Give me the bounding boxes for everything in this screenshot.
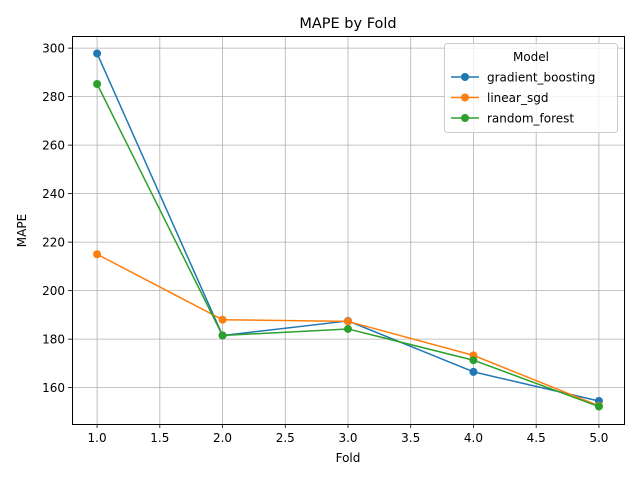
data-point: [594, 402, 603, 411]
plot-frame: [72, 36, 625, 425]
y-tick-label: 300: [42, 42, 65, 56]
legend-entry: linear_sgd: [451, 91, 548, 105]
y-tick-label: 260: [42, 139, 65, 153]
chart-title: MAPE by Fold: [299, 16, 396, 32]
series-layer: [93, 49, 603, 411]
x-tick-label: 3.5: [401, 431, 420, 445]
y-axis-label: MAPE: [15, 214, 29, 247]
x-tick-label: 2.5: [276, 431, 295, 445]
data-point: [218, 331, 227, 340]
legend: Model gradient_boosting linear_sgd random_…: [444, 43, 618, 133]
legend-title: Model: [513, 50, 549, 64]
x-tick-label: 3.0: [338, 431, 357, 445]
legend-swatch-marker: [461, 93, 469, 102]
legend-swatch-marker: [461, 114, 469, 122]
y-tick-label: 200: [42, 284, 65, 298]
data-point: [344, 324, 352, 333]
data-point: [93, 80, 102, 89]
x-tick-label: 4.0: [464, 431, 483, 445]
legend-entries: gradient_boosting linear_sgd random_forest: [451, 71, 595, 126]
legend-swatch-marker: [461, 73, 469, 81]
y-tick-label: 220: [42, 236, 65, 250]
data-point: [469, 356, 478, 365]
data-point: [93, 49, 102, 58]
legend-entry: gradient_boosting: [451, 71, 595, 85]
data-point: [344, 317, 352, 326]
y-tick-label: 280: [42, 90, 65, 104]
y-tick-label: 240: [42, 187, 65, 201]
y-tick-label: 180: [42, 333, 65, 347]
x-tick-label: 1.0: [88, 431, 107, 445]
data-point: [469, 367, 478, 376]
x-tick-label: 5.0: [589, 431, 608, 445]
x-tick-label: 1.5: [150, 431, 169, 445]
series-random-forest: [93, 80, 603, 411]
legend-label: random_forest: [487, 112, 574, 126]
x-axis-label: Fold: [336, 451, 361, 465]
data-point: [218, 315, 227, 324]
legend-label: linear_sgd: [487, 91, 548, 105]
x-tick-label: 2.0: [213, 431, 232, 445]
data-point: [93, 250, 102, 259]
legend-label: gradient_boosting: [487, 71, 595, 85]
axes: 1.0 1.5 2.0 2.5 3.0 3.5 4.0 4.5 5.0 160 180 200 220 2…: [42, 42, 608, 445]
legend-entry: random_forest: [451, 112, 574, 126]
legend-box: [444, 43, 618, 133]
x-tick-label: 4.5: [527, 431, 546, 445]
y-tick-label: 160: [42, 381, 65, 395]
